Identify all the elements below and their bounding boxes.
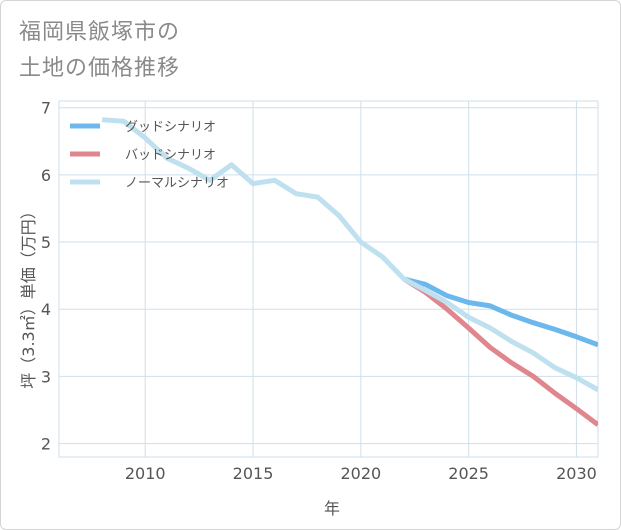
- y-tick-label-2: 2: [41, 435, 51, 454]
- x-tick-label-2030: 2030: [556, 464, 597, 483]
- y-tick-label-4: 4: [41, 300, 51, 319]
- legend-item-normal[interactable]: ノーマルシナリオ: [70, 176, 229, 191]
- x-tick-label-2010: 2010: [125, 464, 166, 483]
- legend-label-normal: ノーマルシナリオ: [125, 176, 229, 191]
- grid: [58, 100, 599, 458]
- y-tick-label-7: 7: [41, 99, 51, 118]
- chart-title: 福岡県飯塚市の 土地の価格推移: [19, 15, 180, 87]
- legend-label-bad: バッドシナリオ: [125, 148, 216, 163]
- y-axis-label: 坪（3.3㎡）単価（万円）: [19, 203, 38, 388]
- y-tick-label-5: 5: [41, 233, 51, 252]
- x-axis-label: 年: [324, 499, 340, 518]
- y-tick-label-6: 6: [41, 166, 51, 185]
- y-tick-label-3: 3: [41, 367, 51, 386]
- legend-item-bad[interactable]: バッドシナリオ: [70, 148, 216, 163]
- x-tick-label-2015: 2015: [233, 464, 274, 483]
- chart-title-line-2: 土地の価格推移: [19, 56, 181, 81]
- series-line-bad: [402, 276, 598, 427]
- series-line-normal: [101, 117, 598, 392]
- chart-title-line-1: 福岡県飯塚市の: [19, 20, 181, 45]
- series-line-good: [403, 276, 598, 348]
- x-tick-label-2025: 2025: [448, 464, 489, 483]
- legend-item-good[interactable]: グッドシナリオ: [70, 120, 216, 135]
- axis-ticks: 2010 2015 2020 2025 2030 2 3 4 5 6 7: [41, 99, 597, 483]
- x-tick-label-2020: 2020: [340, 464, 381, 483]
- series-lines: [101, 117, 598, 427]
- legend-label-good: グッドシナリオ: [125, 120, 216, 135]
- plot-border: [58, 100, 599, 458]
